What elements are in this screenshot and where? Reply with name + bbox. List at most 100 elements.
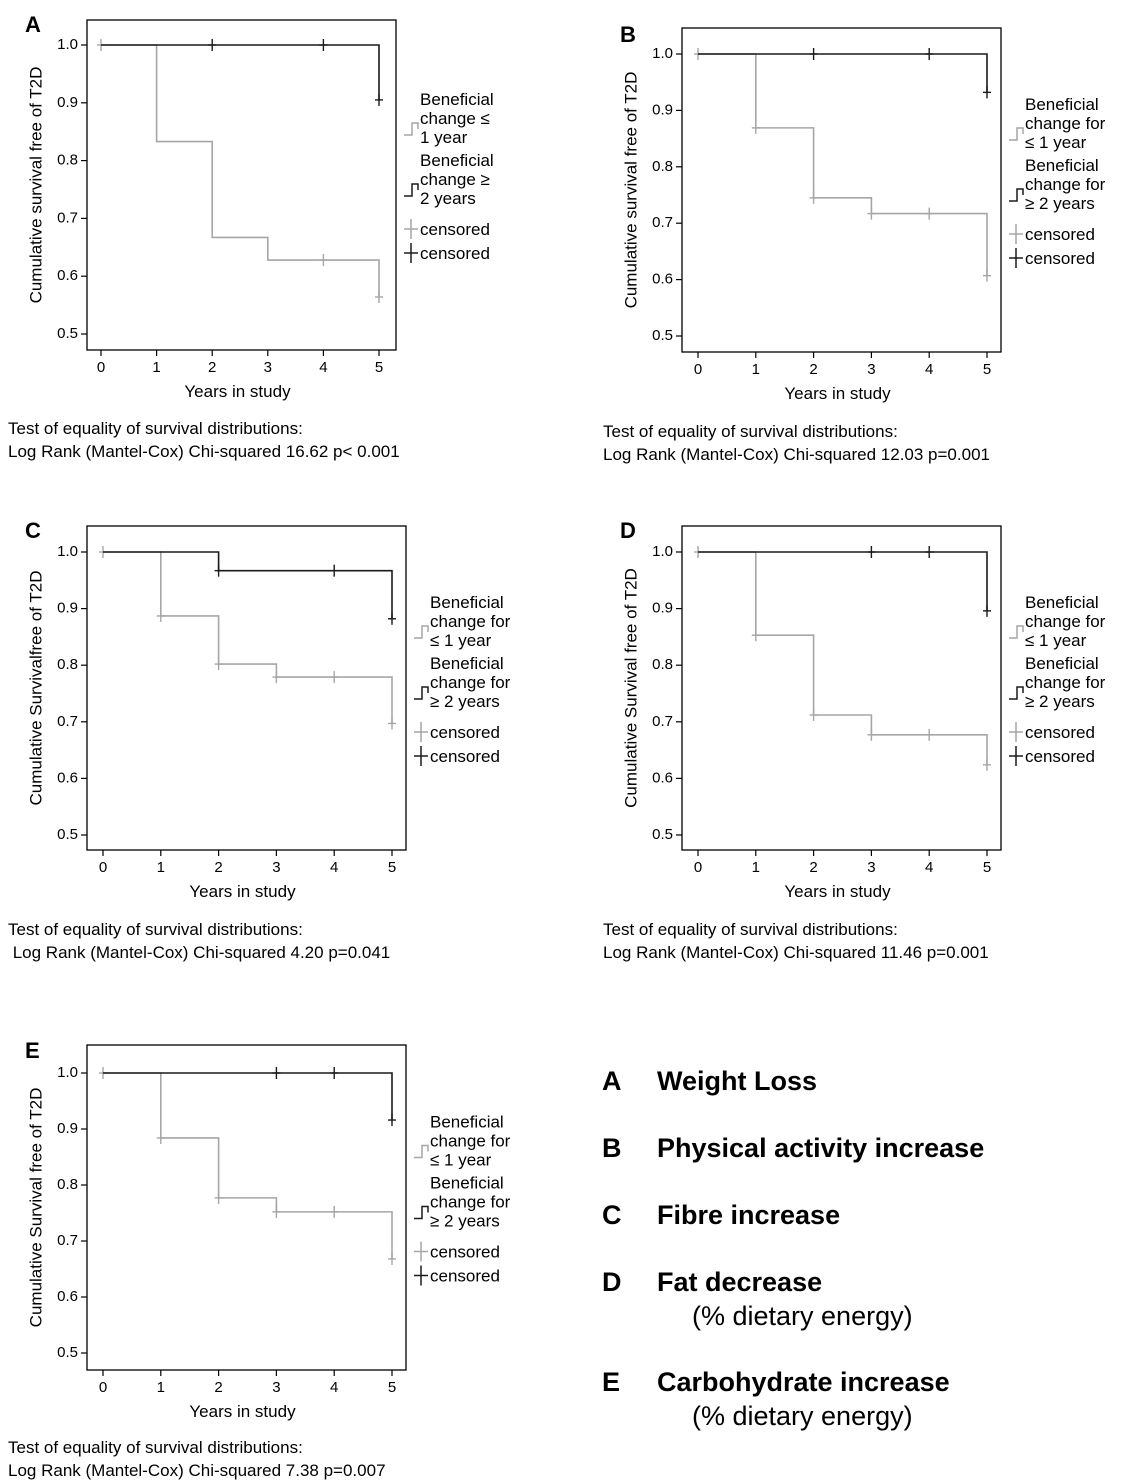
x-tick-label: 1: [157, 859, 165, 876]
x-tick-label: 1: [157, 1379, 165, 1396]
y-tick-label: 0.7: [57, 1232, 78, 1249]
legend-label: Beneficial: [1025, 95, 1099, 114]
x-tick-label: 2: [214, 1379, 222, 1396]
legend-label: Beneficial: [430, 1113, 504, 1132]
legend-label: Beneficial: [1025, 654, 1099, 673]
legend-censored-label: censored: [430, 1243, 500, 1262]
test-statistic-line: Log Rank (Mantel-Cox) Chi-squared 7.38 p…: [8, 1461, 386, 1480]
key-letter: C: [602, 1200, 622, 1230]
x-tick-label: 3: [867, 361, 875, 378]
x-tick-label: 2: [214, 859, 222, 876]
x-tick-label: 0: [99, 859, 107, 876]
x-axis-title: Years in study: [784, 882, 891, 901]
legend-label: change for: [430, 612, 511, 631]
legend-label: ≥ 2 years: [1025, 194, 1095, 213]
x-axis-title: Years in study: [784, 384, 891, 403]
legend-censored-label: censored: [430, 723, 500, 742]
series-line-ge-2-years: [698, 551, 988, 611]
legend-step-icon: [404, 122, 419, 136]
x-tick-label: 0: [97, 359, 105, 376]
key-letter: D: [602, 1267, 622, 1297]
legend-censored-label: censored: [430, 747, 500, 766]
legend-label: ≥ 2 years: [430, 692, 500, 711]
series-line-le-1-year: [103, 1072, 393, 1259]
y-tick-label: 0.8: [652, 656, 673, 673]
y-axis-title: Cumulative survival free of T2D: [621, 72, 640, 309]
y-tick-label: 0.9: [57, 1120, 78, 1137]
legend-label: ≥ 2 years: [1025, 692, 1095, 711]
legend-label: change for: [430, 673, 511, 692]
x-axis-title: Years in study: [184, 382, 291, 401]
panel-e: E 0.5 0.6 0.7 0.8 0.9 1.0 0 1 2 3 4 5 Years in study C…: [8, 1038, 511, 1480]
test-statistic-line: Test of equality of survival distributio…: [8, 1438, 303, 1457]
series-line-ge-2-years: [103, 1072, 393, 1121]
y-tick-label: 1.0: [57, 1064, 78, 1081]
series-line-le-1-year: [103, 551, 393, 724]
series-line-le-1-year: [698, 551, 988, 765]
legend-censored-label: censored: [1025, 747, 1095, 766]
x-tick-label: 4: [925, 361, 933, 378]
panel-letter: D: [620, 518, 636, 543]
y-tick-label: 1.0: [57, 543, 78, 560]
legend-step-icon: [1009, 188, 1024, 202]
test-statistic-line: Test of equality of survival distributio…: [8, 920, 303, 939]
x-tick-label: 1: [752, 859, 760, 876]
x-tick-label: 3: [264, 359, 272, 376]
panel-letter: A: [25, 12, 41, 37]
y-tick-label: 0.9: [652, 600, 673, 617]
x-tick-label: 3: [272, 859, 280, 876]
legend-label: ≤ 1 year: [1025, 133, 1087, 152]
legend-censored-label: censored: [420, 220, 490, 239]
y-tick-label: 0.7: [652, 713, 673, 730]
x-tick-label: 4: [330, 859, 338, 876]
y-tick-label: 0.5: [652, 327, 673, 344]
x-tick-label: 5: [388, 1379, 396, 1396]
panel-c: C 0.5 0.6 0.7 0.8 0.9 1.0 0 1 2 3 4 5 Years in study C…: [8, 518, 511, 962]
panel-key: A Weight Loss B Physical activity increase C…: [602, 1066, 984, 1431]
legend-step-icon: [414, 1205, 429, 1220]
y-tick-label: 0.9: [57, 600, 78, 617]
y-tick-label: 1.0: [652, 543, 673, 560]
y-tick-label: 0.6: [57, 769, 78, 786]
legend-censored-label: censored: [420, 244, 490, 263]
x-tick-label: 2: [809, 361, 817, 378]
legend-label: Beneficial: [430, 1174, 504, 1193]
y-tick-label: 0.6: [57, 1288, 78, 1305]
plot-frame: [86, 1044, 407, 1371]
legend-censored-label: censored: [1025, 249, 1095, 268]
x-tick-label: 0: [99, 1379, 107, 1396]
legend-label: 2 years: [420, 189, 476, 208]
y-tick-label: 0.8: [57, 152, 78, 169]
plot-frame: [86, 525, 407, 851]
series-line-le-1-year: [698, 53, 988, 276]
y-tick-label: 0.7: [57, 713, 78, 730]
legend-label: Beneficial: [430, 593, 504, 612]
series-line-ge-2-years: [101, 44, 380, 100]
key-label: Fibre increase: [657, 1200, 840, 1230]
panel-b: B 0.5 0.6 0.7 0.8 0.9 1.0 0 1 2 3 4 5 Years in study C…: [603, 22, 1106, 464]
legend-label: Beneficial: [1025, 593, 1099, 612]
x-tick-label: 4: [925, 859, 933, 876]
y-tick-label: 0.5: [57, 1344, 78, 1361]
test-statistic-line: Log Rank (Mantel-Cox) Chi-squared 11.46 …: [603, 943, 989, 962]
y-tick-label: 1.0: [57, 36, 78, 53]
test-statistic-line: Test of equality of survival distributio…: [603, 920, 898, 939]
key-letter: B: [602, 1133, 622, 1163]
legend-label: change for: [430, 1193, 511, 1212]
test-statistic-line: Log Rank (Mantel-Cox) Chi-squared 16.62 …: [8, 442, 400, 461]
y-tick-label: 0.8: [652, 158, 673, 175]
key-sublabel: (% dietary energy): [692, 1301, 913, 1331]
legend-censored-label: censored: [430, 1267, 500, 1286]
y-tick-label: 0.7: [652, 214, 673, 231]
x-tick-label: 5: [983, 361, 991, 378]
y-axis-title: Cumulative Survivalfree of T2D: [26, 571, 45, 806]
legend-label: change for: [1025, 612, 1106, 631]
legend-label: change ≤: [420, 109, 490, 128]
x-tick-label: 4: [319, 359, 327, 376]
x-tick-label: 5: [983, 859, 991, 876]
panel-d: D 0.5 0.6 0.7 0.8 0.9 1.0 0 1 2 3 4 5 Years in study C…: [603, 518, 1106, 962]
key-label: Carbohydrate increase: [657, 1367, 950, 1397]
y-tick-label: 0.6: [652, 271, 673, 288]
x-tick-label: 4: [330, 1379, 338, 1396]
